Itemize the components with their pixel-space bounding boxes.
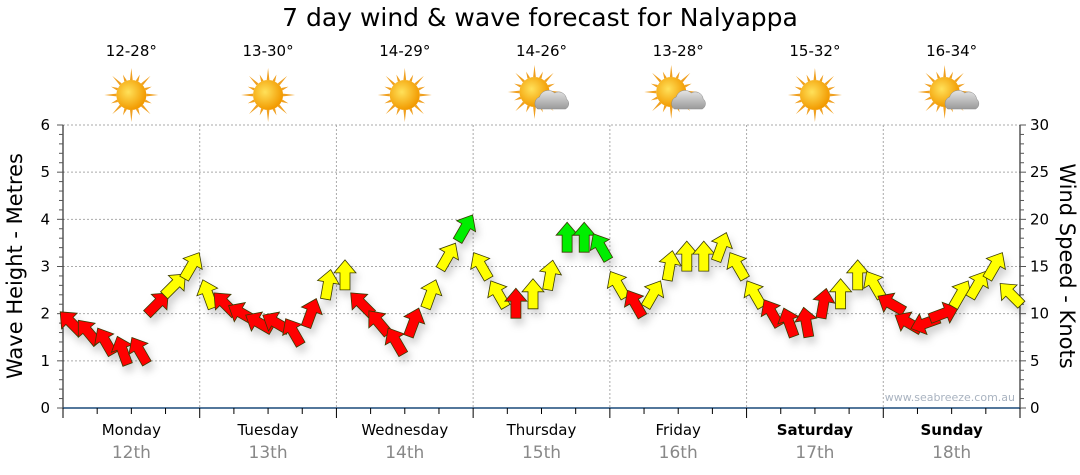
date-label: 13th [249, 443, 288, 463]
wind-arrow-yellow [435, 242, 460, 273]
left-tick-label: 6 [40, 116, 50, 134]
wind-arrow-yellow [470, 252, 494, 282]
temperature-range: 16-34° [926, 42, 978, 60]
wind-arrow-red [760, 299, 785, 329]
right-tick-label: 30 [1030, 116, 1049, 134]
day-label: Tuesday [237, 421, 299, 439]
wind-arrow-red [403, 307, 426, 339]
wind-arrow-yellow [487, 280, 511, 310]
day-label: Monday [102, 421, 161, 439]
wind-arrow-green [589, 233, 614, 263]
day-label: Saturday [777, 421, 854, 439]
left-tick-label: 1 [40, 352, 50, 370]
wind-arrow-red [777, 307, 800, 339]
left-tick-label: 4 [40, 210, 50, 228]
wind-arrow-red [927, 301, 959, 324]
wind-arrow-yellow [828, 278, 853, 310]
grid [63, 124, 1020, 408]
wind-arrow-yellow [982, 252, 1006, 282]
right-tick-label: 0 [1030, 399, 1040, 417]
wind-arrow-red [812, 287, 836, 320]
right-tick-label: 20 [1030, 210, 1049, 228]
partly-cloudy-icon [917, 65, 980, 119]
temperature-range: 15-32° [789, 42, 841, 60]
wind-arrow-red [282, 318, 306, 348]
date-label: 15th [522, 443, 561, 463]
wind-arrow-yellow [333, 259, 357, 291]
right-tick-label: 15 [1030, 258, 1049, 276]
wind-arrow-yellow [179, 252, 203, 282]
date-label: 18th [932, 443, 971, 463]
wind-arrow-green [555, 221, 579, 253]
sunny-icon [377, 68, 432, 122]
wind-arrow-red [794, 306, 818, 339]
left-axis-title: Wave Height - Metres [3, 153, 27, 379]
left-tick-label: 3 [40, 258, 50, 276]
wind-arrow-red [877, 292, 908, 317]
wind-arrow-yellow [743, 280, 767, 310]
left-tick-label: 0 [40, 399, 50, 417]
wind-arrow-yellow [965, 270, 989, 301]
left-tick-label: 2 [40, 305, 50, 323]
temperature-range: 12-28° [105, 42, 157, 60]
wind-arrow-red [94, 327, 118, 358]
wind-arrow-yellow [196, 279, 219, 311]
day-label: Wednesday [361, 421, 448, 439]
watermark: www.seabreeze.com.au [885, 391, 1015, 404]
wind-arrow-red [300, 298, 323, 330]
date-label: 14th [385, 443, 424, 463]
wind-arrow-yellow [316, 268, 340, 301]
partly-cloudy-icon [644, 65, 706, 119]
wind-arrow-yellow [538, 259, 563, 292]
sunny-icon [241, 68, 296, 122]
wind-arrow-red [623, 289, 648, 320]
date-label: 12th [112, 443, 151, 463]
sunny-icon [787, 68, 842, 122]
right-tick-label: 25 [1030, 163, 1049, 181]
right-tick-label: 10 [1030, 305, 1049, 323]
wind-arrow-red [245, 311, 275, 335]
temperature-range: 14-29° [379, 42, 431, 60]
sunny-icon [104, 68, 159, 122]
wind-arrow-yellow [420, 279, 443, 311]
axes: 0 1 2 3 4 5 6 0 5 10 15 20 25 30 Monday 12th Tuesday 13th… [40, 116, 1049, 463]
wind-arrow-red [504, 287, 528, 319]
date-label: 17th [795, 443, 834, 463]
temperature-range: 13-28° [652, 42, 704, 60]
wind-arrow-yellow [640, 280, 665, 310]
right-tick-label: 5 [1030, 352, 1040, 370]
day-label: Thursday [506, 421, 577, 439]
right-axis-title: Wind Speed - Knots [1055, 163, 1079, 368]
day-label: Friday [655, 421, 701, 439]
left-tick-label: 5 [40, 163, 50, 181]
wind-arrow-red [143, 292, 169, 319]
wind-arrow-yellow [658, 250, 682, 282]
wind-arrow-green [452, 214, 477, 244]
wind-arrow-red [128, 336, 152, 367]
wind-arrow-yellow [999, 283, 1026, 309]
wind-arrow-yellow [521, 278, 545, 310]
partly-cloudy-icon [507, 65, 569, 119]
wind-arrows [59, 214, 1026, 367]
temperature-range: 13-30° [242, 42, 294, 60]
wind-arrow-yellow [710, 232, 733, 264]
date-label: 16th [659, 443, 698, 463]
weather-icons [104, 65, 980, 122]
wind-arrow-yellow [726, 252, 750, 282]
day-label: Sunday [920, 421, 983, 439]
chart-title: 7 day wind & wave forecast for Nalyappa [282, 3, 798, 32]
wind-arrow-yellow [606, 270, 631, 301]
temperature-range: 14-26° [515, 42, 568, 60]
wind-arrow-yellow [160, 273, 186, 300]
